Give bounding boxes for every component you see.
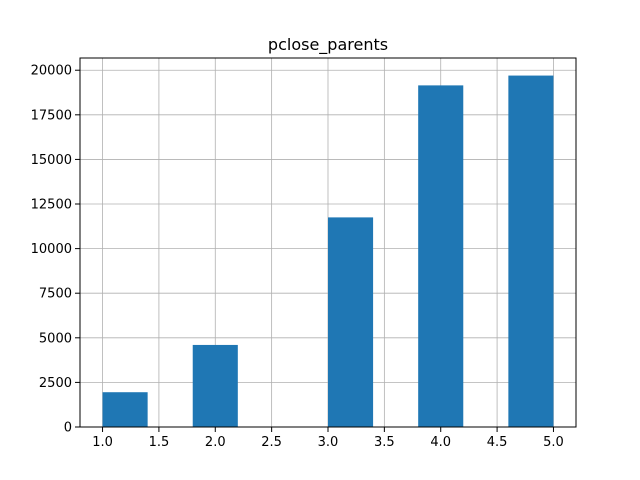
y-axis: 0 2500 5000 7500 10000 12500 15000 17500 20000 xyxy=(31,64,80,436)
x-axis: 1.0 1.5 2.0 2.5 3.0 3.5 4.0 4.5 5.0 xyxy=(92,427,564,450)
x-tick-label: 2.0 xyxy=(205,435,226,450)
histogram-bar xyxy=(102,392,148,427)
x-tick-label: 1.5 xyxy=(149,435,170,450)
histogram-bar xyxy=(508,75,554,428)
x-tick-label: 5.0 xyxy=(543,435,564,450)
y-tick-label: 2500 xyxy=(39,376,72,391)
y-tick-label: 0 xyxy=(64,421,72,436)
histogram-bar xyxy=(192,344,238,427)
histogram-bar xyxy=(328,217,374,427)
x-tick-label: 3.0 xyxy=(318,435,339,450)
y-tick-label: 15000 xyxy=(31,153,72,168)
y-tick-label: 7500 xyxy=(39,287,72,302)
x-tick-label: 3.5 xyxy=(374,435,395,450)
y-tick-label: 10000 xyxy=(31,242,72,257)
x-tick-label: 2.5 xyxy=(261,435,282,450)
histogram-bar xyxy=(418,85,464,428)
x-tick-label: 4.0 xyxy=(430,435,451,450)
y-tick-label: 12500 xyxy=(31,198,72,213)
y-tick-label: 5000 xyxy=(39,331,72,346)
y-tick-label: 20000 xyxy=(31,64,72,79)
x-tick-label: 4.5 xyxy=(487,435,508,450)
y-tick-label: 17500 xyxy=(31,108,72,123)
bars xyxy=(102,75,554,428)
chart-title: pclose_parents xyxy=(268,35,388,55)
x-tick-label: 1.0 xyxy=(92,435,113,450)
